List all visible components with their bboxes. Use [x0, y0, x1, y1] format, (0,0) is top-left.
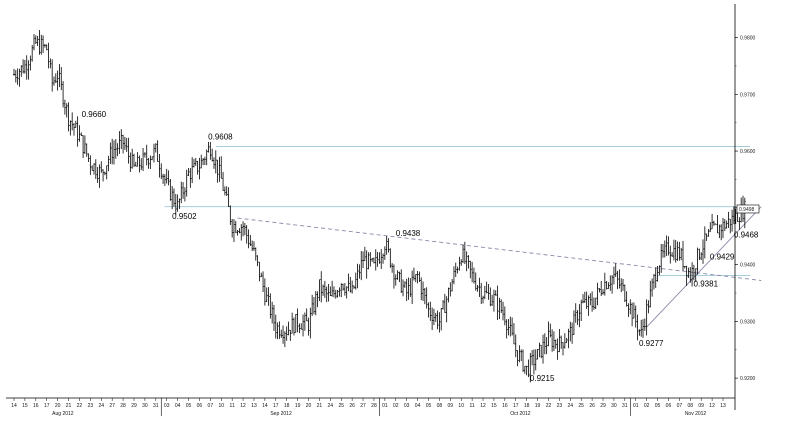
price-annotation: 0.9381 — [694, 280, 719, 289]
x-tick-label: 05 — [186, 403, 192, 409]
x-tick-label: 26 — [589, 403, 595, 409]
price-bars — [13, 30, 746, 383]
x-tick-label: 03 — [164, 403, 170, 409]
x-tick-label: 25 — [338, 403, 344, 409]
x-tick-label: 01 — [382, 403, 388, 409]
x-tick-label: 05 — [426, 403, 432, 409]
x-tick-label: 10 — [218, 403, 224, 409]
month-label: Sep 2012 — [270, 411, 292, 417]
x-tick-label: 22 — [77, 403, 83, 409]
x-tick-label: 30 — [611, 403, 617, 409]
month-label: Oct 2012 — [510, 411, 531, 417]
reference-line — [646, 206, 762, 328]
x-tick-label: 18 — [284, 403, 290, 409]
x-tick-label: 19 — [295, 403, 301, 409]
x-tick-label: 01 — [633, 403, 639, 409]
x-tick-label: 12 — [709, 403, 715, 409]
x-tick-label: 10 — [458, 403, 464, 409]
x-tick-label: 20 — [306, 403, 312, 409]
x-tick-label: 28 — [371, 403, 377, 409]
x-tick-label: 29 — [131, 403, 137, 409]
x-tick-label: 07 — [677, 403, 683, 409]
y-tick-label: 0.9600 — [740, 149, 756, 155]
x-tick-label: 21 — [66, 403, 72, 409]
x-tick-label: 12 — [240, 403, 246, 409]
x-tick-label: 30 — [142, 403, 148, 409]
x-tick-label: 13 — [720, 403, 726, 409]
x-tick-label: 14 — [11, 403, 17, 409]
x-tick-label: 28 — [120, 403, 126, 409]
dashed-trend-line — [237, 217, 762, 281]
x-tick-label: 24 — [568, 403, 574, 409]
x-tick-label: 17 — [513, 403, 519, 409]
x-tick-label: 23 — [88, 403, 94, 409]
x-tick-label: 02 — [393, 403, 399, 409]
x-tick-label: 16 — [502, 403, 508, 409]
x-tick-label: 21 — [317, 403, 323, 409]
x-tick-label: 14 — [262, 403, 268, 409]
price-annotation: 0.9608 — [208, 133, 233, 142]
x-tick-label: 11 — [470, 403, 475, 409]
x-tick-label: 08 — [437, 403, 443, 409]
price-annotation: 0.9429 — [710, 252, 735, 261]
x-tick-label: 29 — [600, 403, 606, 409]
last-price-label: 0.9498 — [739, 207, 755, 213]
x-tick-label: 12 — [480, 403, 486, 409]
x-tick-label: 26 — [349, 403, 355, 409]
x-tick-label: 05 — [655, 403, 661, 409]
x-tick-label: 15 — [22, 403, 28, 409]
x-tick-label: 16 — [33, 403, 39, 409]
x-tick-label: 22 — [546, 403, 552, 409]
trend-lines — [164, 146, 762, 328]
x-tick-label: 11 — [230, 403, 235, 409]
axes: 0.9800 0.9700 0.9600 0.9498 0.9400 0.9300 0.92… — [6, 4, 760, 417]
x-tick-label: 27 — [360, 403, 366, 409]
x-tick-label: 17 — [273, 403, 279, 409]
x-tick-label: 04 — [415, 403, 421, 409]
price-annotation: 0.9277 — [639, 339, 664, 348]
y-tick-label: 0.9200 — [740, 376, 756, 382]
month-label: Aug 2012 — [52, 411, 74, 417]
x-tick-label: 13 — [251, 403, 257, 409]
x-tick-label: 06 — [666, 403, 672, 409]
x-tick-label: 07 — [208, 403, 214, 409]
x-tick-label: 08 — [687, 403, 693, 409]
x-tick-label: 06 — [197, 403, 203, 409]
x-tick-label: 19 — [535, 403, 541, 409]
x-tick-label: 15 — [491, 403, 497, 409]
x-tick-label: 31 — [153, 403, 159, 409]
x-tick-label: 04 — [175, 403, 181, 409]
x-tick-label: 09 — [698, 403, 704, 409]
last-price-box — [736, 204, 760, 214]
x-tick-label: 25 — [578, 403, 584, 409]
y-tick-label: 0.9800 — [740, 36, 756, 42]
x-tick-label: 23 — [557, 403, 563, 409]
x-tick-label: 27 — [109, 403, 115, 409]
x-tick-label: 31 — [622, 403, 628, 409]
x-tick-label: 24 — [328, 403, 334, 409]
month-label: Nov 2012 — [685, 411, 707, 417]
x-tick-label: 18 — [524, 403, 530, 409]
y-tick-label: 0.9300 — [740, 319, 756, 325]
x-tick-label: 20 — [55, 403, 61, 409]
x-tick-label: 02 — [644, 403, 650, 409]
x-tick-label: 03 — [404, 403, 410, 409]
price-annotation: 0.9215 — [530, 374, 555, 383]
y-tick-label: 0.9400 — [740, 263, 756, 269]
x-tick-label: 24 — [98, 403, 104, 409]
x-tick-label: 09 — [448, 403, 454, 409]
price-annotations: 0.9660 0.9608 0.9502 0.9438 0.9215 0.9277 0.93… — [82, 110, 759, 383]
y-tick-label: 0.9700 — [740, 92, 756, 98]
price-annotation: 0.9502 — [172, 212, 197, 221]
price-annotation: 0.9438 — [396, 229, 421, 238]
x-tick-label: 17 — [44, 403, 50, 409]
price-annotation: 0.9468 — [734, 230, 759, 239]
price-annotation: 0.9660 — [82, 110, 107, 119]
